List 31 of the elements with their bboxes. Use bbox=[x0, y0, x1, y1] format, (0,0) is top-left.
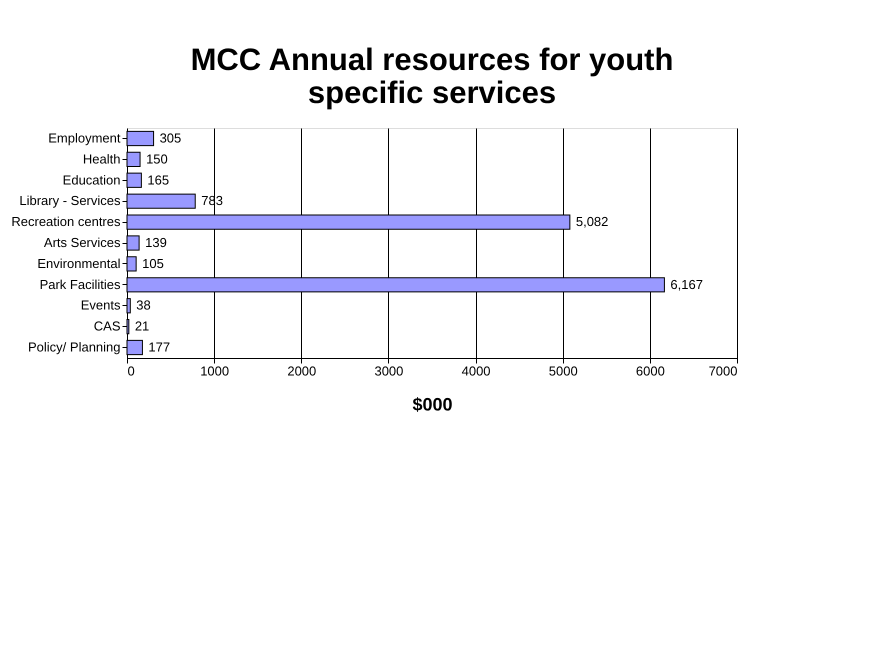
x-tick-label: 3000 bbox=[374, 364, 404, 378]
data-label: 139 bbox=[145, 235, 167, 250]
y-tick-label: Health bbox=[82, 151, 120, 166]
x-tick-label: 2000 bbox=[287, 364, 316, 378]
chart-title: MCC Annual resources for youth specific services bbox=[190, 42, 674, 110]
data-label: 21 bbox=[134, 318, 150, 334]
data-label: 177 bbox=[148, 340, 170, 355]
y-tick-label: Employment bbox=[48, 130, 121, 146]
y-tick-label: Arts Services bbox=[44, 235, 121, 250]
x-tick-label: 4000 bbox=[462, 364, 491, 378]
y-tick-label: Environmental bbox=[37, 256, 121, 271]
x-axis-title: $000 bbox=[412, 394, 453, 414]
data-label: 105 bbox=[142, 256, 164, 271]
data-label: 6,167 bbox=[670, 276, 703, 292]
data-label: 165 bbox=[147, 172, 170, 188]
y-tick-label: Events bbox=[80, 298, 121, 313]
x-tick-label: 7000 bbox=[708, 364, 738, 378]
x-tick-label: 5000 bbox=[548, 364, 578, 378]
data-label: 5,082 bbox=[576, 214, 608, 230]
y-tick-label: Recreation centres bbox=[11, 214, 121, 230]
y-tick-label: Policy/ Planning bbox=[28, 340, 120, 355]
data-label: 305 bbox=[160, 130, 182, 146]
data-label: 38 bbox=[136, 298, 151, 313]
x-tick-label: 0 bbox=[128, 364, 135, 378]
y-tick-label: Park Facilities bbox=[40, 276, 121, 292]
x-tick-label: 6000 bbox=[636, 364, 665, 378]
y-tick-label: Education bbox=[62, 172, 120, 188]
y-tick-label: CAS bbox=[94, 318, 121, 334]
data-label: 150 bbox=[146, 151, 168, 166]
x-tick-label: 1000 bbox=[200, 364, 230, 378]
y-tick-label: Library - Services bbox=[19, 193, 121, 208]
